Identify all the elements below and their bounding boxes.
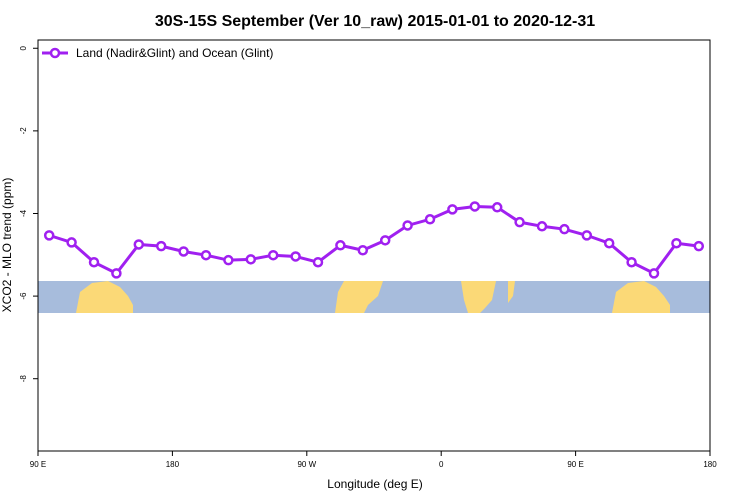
chart-title: 30S-15S September (Ver 10_raw) 2015-01-0…: [155, 13, 595, 30]
data-point: [514, 216, 525, 228]
data-point: [111, 268, 122, 279]
x-tick-label: 90 E: [30, 460, 46, 469]
data-point: [469, 201, 481, 212]
data-point: [447, 204, 458, 215]
y-tick-label: -6: [19, 292, 28, 300]
data-point: [312, 256, 324, 268]
plot-frame: [37, 39, 711, 452]
data-point: [290, 251, 301, 262]
data-point: [357, 245, 369, 256]
data-point: [245, 254, 257, 265]
x-tick-label: 180: [166, 460, 180, 469]
data-point: [88, 256, 100, 268]
x-tick-label: 0: [439, 460, 444, 469]
data-point: [491, 202, 503, 213]
data-point: [223, 254, 234, 266]
data-point: [536, 221, 548, 232]
legend-label: Land (Nadir&Glint) and Ocean (Glint): [76, 46, 273, 60]
x-tick-label: 90 E: [567, 460, 583, 469]
data-point: [200, 249, 212, 261]
series-line: [48, 204, 699, 276]
data-point: [402, 220, 413, 231]
map-band: [38, 281, 710, 313]
data-point: [559, 223, 570, 235]
data-point: [178, 246, 189, 257]
data-point: [379, 235, 391, 246]
data-point: [155, 240, 167, 252]
data-point: [66, 237, 77, 248]
y-tick-label: 0: [19, 45, 28, 50]
data-point: [603, 237, 615, 249]
y-tick-label: -2: [19, 127, 28, 135]
x-axis-label: Longitude (deg E): [327, 477, 422, 491]
data-point: [581, 230, 593, 241]
legend: Land (Nadir&Glint) and Ocean (Glint): [42, 46, 273, 60]
y-tick-label: -4: [19, 209, 28, 217]
data-point: [267, 249, 279, 261]
data-point: [335, 240, 346, 251]
y-axis-label: XCO2 - MLO trend (ppm): [0, 178, 14, 313]
x-tick-label: 180: [703, 460, 717, 469]
data-point: [648, 268, 660, 279]
data-point: [693, 240, 705, 252]
data-point: [133, 239, 145, 250]
data-point: [626, 256, 637, 268]
y-tick-label: -8: [19, 375, 28, 383]
data-point: [671, 237, 682, 249]
x-tick-label: 90 W: [297, 460, 316, 469]
data-point: [43, 230, 55, 241]
data-point: [424, 214, 436, 225]
